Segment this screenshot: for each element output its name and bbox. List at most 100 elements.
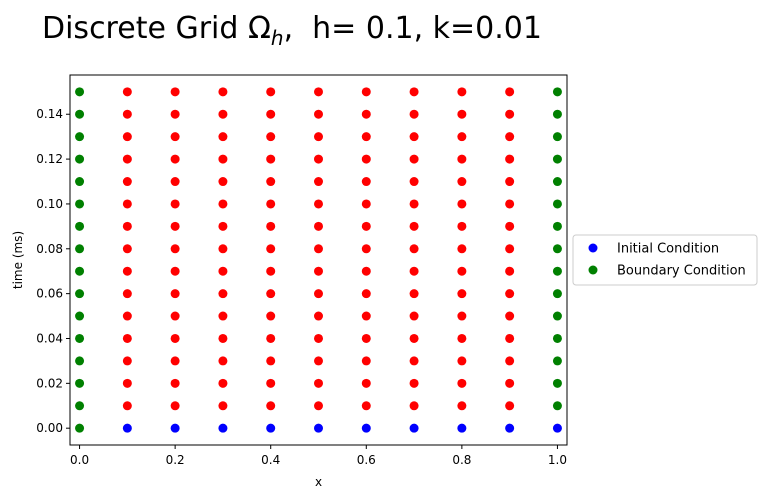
interior-point	[266, 378, 276, 388]
x-tick-label: 0.4	[261, 453, 280, 467]
data-points	[75, 87, 562, 433]
initial-condition-point	[170, 423, 180, 433]
interior-point	[122, 356, 132, 366]
interior-point	[505, 132, 515, 142]
interior-point	[266, 109, 276, 119]
interior-point	[170, 132, 180, 142]
interior-point	[314, 154, 323, 164]
chart-title-prefix: Discrete Grid Ω	[42, 11, 271, 46]
interior-point	[266, 177, 276, 187]
interior-point	[218, 333, 228, 343]
boundary-condition-point	[552, 109, 562, 119]
interior-point	[457, 333, 467, 343]
interior-point	[409, 378, 419, 388]
interior-point	[314, 132, 323, 142]
interior-point	[505, 199, 515, 209]
interior-point	[170, 289, 180, 299]
legend-label-boundary-condition: Boundary Condition	[617, 264, 746, 279]
interior-point	[457, 311, 467, 321]
interior-point	[314, 333, 323, 343]
initial-condition-point	[266, 423, 276, 433]
interior-point	[457, 109, 467, 119]
interior-point	[361, 356, 371, 366]
interior-point	[457, 154, 467, 164]
interior-point	[505, 177, 515, 187]
interior-point	[361, 87, 371, 97]
boundary-condition-point	[75, 311, 85, 321]
interior-point	[122, 333, 132, 343]
interior-point	[409, 311, 419, 321]
initial-condition-point	[122, 423, 132, 433]
interior-point	[122, 109, 132, 119]
interior-point	[457, 177, 467, 187]
interior-point	[505, 87, 515, 97]
interior-point	[122, 87, 132, 97]
interior-point	[314, 244, 323, 254]
boundary-condition-point	[75, 177, 85, 187]
plot-frame	[69, 74, 568, 446]
y-tick-label: 0.02	[36, 376, 63, 390]
interior-point	[170, 244, 180, 254]
y-tick-label: 0.12	[36, 152, 63, 166]
interior-point	[122, 221, 132, 231]
initial-condition-point	[409, 423, 419, 433]
interior-point	[505, 356, 515, 366]
boundary-condition-point	[552, 87, 562, 97]
x-tick-label: 0.2	[166, 453, 185, 467]
interior-point	[218, 356, 228, 366]
initial-condition-point	[218, 423, 228, 433]
boundary-condition-point	[75, 221, 85, 231]
interior-point	[505, 333, 515, 343]
interior-point	[457, 221, 467, 231]
boundary-condition-point	[75, 132, 85, 142]
boundary-condition-point	[552, 378, 562, 388]
interior-point	[409, 132, 419, 142]
interior-point	[314, 356, 323, 366]
interior-point	[505, 289, 515, 299]
axis-ticks: 0.0 0.2 0.4 0.6 0.8 1.0 0.00 0.02 0.04 0.06 0.08 0.…	[36, 107, 567, 467]
interior-point	[170, 154, 180, 164]
boundary-condition-point	[552, 154, 562, 164]
interior-point	[457, 199, 467, 209]
interior-point	[505, 311, 515, 321]
interior-point	[218, 244, 228, 254]
interior-point	[505, 401, 515, 411]
interior-point	[122, 132, 132, 142]
y-tick-label: 0.06	[36, 287, 63, 301]
interior-point	[266, 244, 276, 254]
interior-point	[170, 199, 180, 209]
boundary-condition-point	[552, 289, 562, 299]
interior-point	[409, 154, 419, 164]
interior-point	[314, 177, 323, 187]
interior-point	[218, 177, 228, 187]
interior-point	[505, 154, 515, 164]
interior-point	[505, 221, 515, 231]
interior-point	[505, 266, 515, 276]
interior-point	[409, 87, 419, 97]
x-tick-label: 1.0	[548, 453, 567, 467]
interior-point	[122, 378, 132, 388]
interior-point	[170, 378, 180, 388]
x-axis-label: x	[315, 475, 322, 489]
interior-point	[170, 266, 180, 276]
interior-point	[409, 333, 419, 343]
interior-point	[409, 199, 419, 209]
interior-point	[218, 221, 228, 231]
interior-point	[218, 378, 228, 388]
interior-point	[361, 221, 371, 231]
interior-point	[266, 199, 276, 209]
initial-condition-point	[361, 423, 371, 433]
x-tick-label: 0.6	[357, 453, 376, 467]
boundary-condition-point	[552, 401, 562, 411]
interior-point	[361, 266, 371, 276]
interior-point	[314, 109, 323, 119]
interior-point	[361, 199, 371, 209]
chart-title: Discrete Grid Ωh, h= 0.1, k=0.01	[42, 11, 542, 50]
interior-point	[170, 311, 180, 321]
initial-condition-point	[505, 423, 515, 433]
interior-point	[409, 177, 419, 187]
interior-point	[361, 132, 371, 142]
boundary-condition-point	[75, 266, 85, 276]
interior-point	[361, 311, 371, 321]
interior-point	[457, 378, 467, 388]
